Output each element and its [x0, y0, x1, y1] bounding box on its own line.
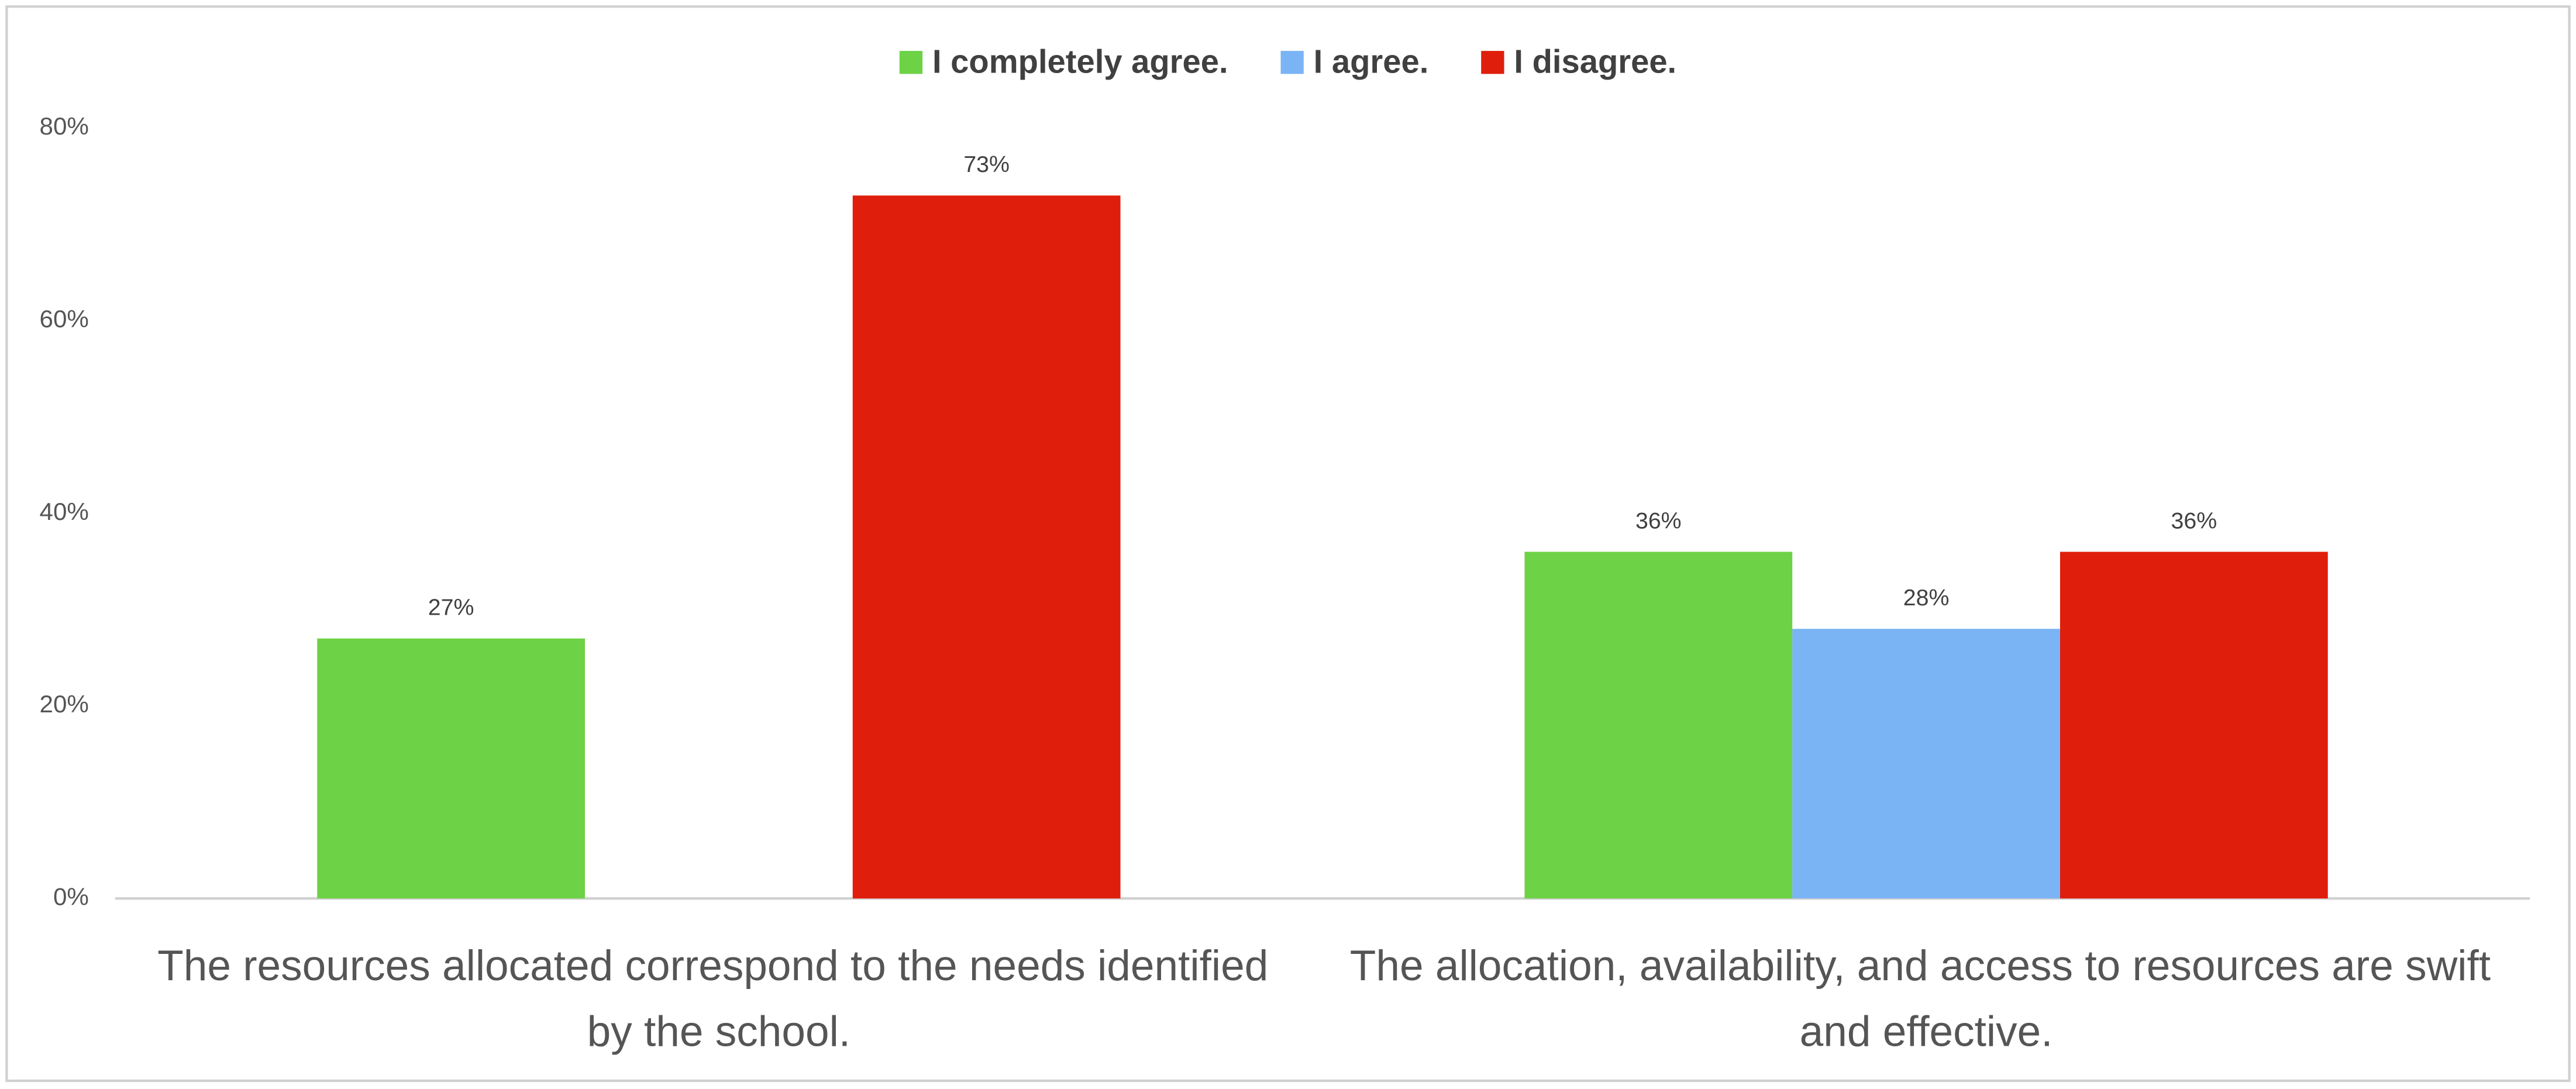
chart-border	[5, 5, 2571, 1083]
x-tick-label: The allocation, availability, and access…	[1350, 942, 2503, 1055]
x-tick-label: The resources allocated correspond to th…	[157, 942, 1280, 1055]
y-tick-label: 0%	[53, 883, 89, 910]
value-label: 73%	[963, 151, 1010, 177]
bar	[317, 638, 585, 899]
legend-label: I completely agree.	[932, 43, 1228, 80]
bar	[1524, 552, 1793, 899]
legend: I completely agree. I agree. I disagree.	[899, 43, 1676, 80]
value-label: 27%	[428, 595, 474, 621]
bar	[1792, 629, 2060, 899]
value-label: 28%	[1903, 585, 1950, 611]
legend-swatch	[1481, 51, 1504, 74]
legend-label: I disagree.	[1514, 43, 1676, 80]
legend-swatch	[1280, 51, 1304, 74]
bar	[2060, 552, 2328, 899]
value-label: 36%	[1635, 508, 1682, 533]
legend-label: I agree.	[1314, 43, 1429, 80]
value-label: 36%	[2171, 508, 2217, 533]
y-tick-label: 40%	[40, 498, 89, 525]
y-tick-label: 60%	[40, 305, 89, 332]
y-tick-label: 80%	[40, 112, 89, 140]
legend-swatch	[899, 51, 923, 74]
bar	[852, 195, 1121, 899]
y-tick-label: 20%	[40, 690, 89, 718]
